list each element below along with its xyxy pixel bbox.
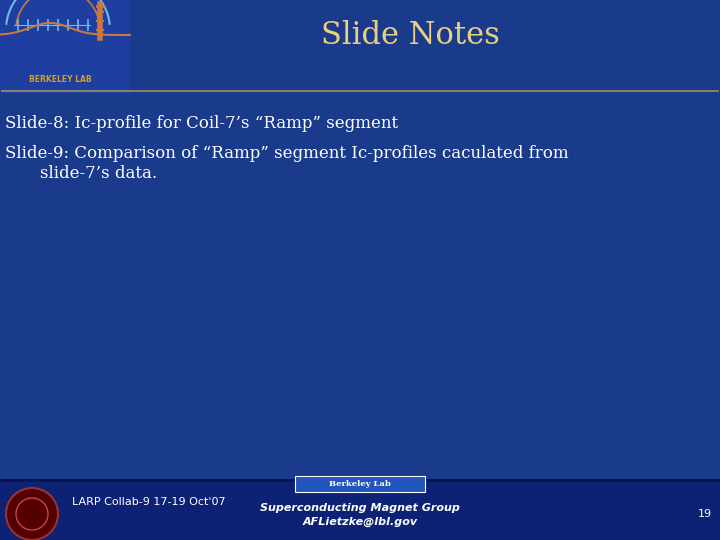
Text: Slide-9: Comparison of “Ramp” segment Ic-profiles caculated from: Slide-9: Comparison of “Ramp” segment Ic… — [5, 145, 569, 162]
Text: Superconducting Magnet Group: Superconducting Magnet Group — [260, 503, 460, 513]
Bar — [295, 476, 425, 492]
Text: Berkeley Lab: Berkeley Lab — [329, 480, 391, 488]
Bar — [0, 482, 720, 540]
Text: BERKELEY LAB: BERKELEY LAB — [29, 75, 91, 84]
Text: Slide-8: Ic-profile for Coil-7’s “Ramp” segment: Slide-8: Ic-profile for Coil-7’s “Ramp” … — [5, 115, 398, 132]
Circle shape — [6, 488, 58, 540]
Text: slide-7’s data.: slide-7’s data. — [40, 165, 157, 182]
Bar — [0, 0, 130, 93]
Text: AFLietzke@lbl.gov: AFLietzke@lbl.gov — [302, 517, 418, 527]
Text: 19: 19 — [698, 509, 712, 519]
Text: LARP Collab-9 17-19 Oct'07: LARP Collab-9 17-19 Oct'07 — [72, 497, 225, 507]
Bar — [0, 479, 720, 482]
Text: Slide Notes: Slide Notes — [320, 19, 500, 51]
